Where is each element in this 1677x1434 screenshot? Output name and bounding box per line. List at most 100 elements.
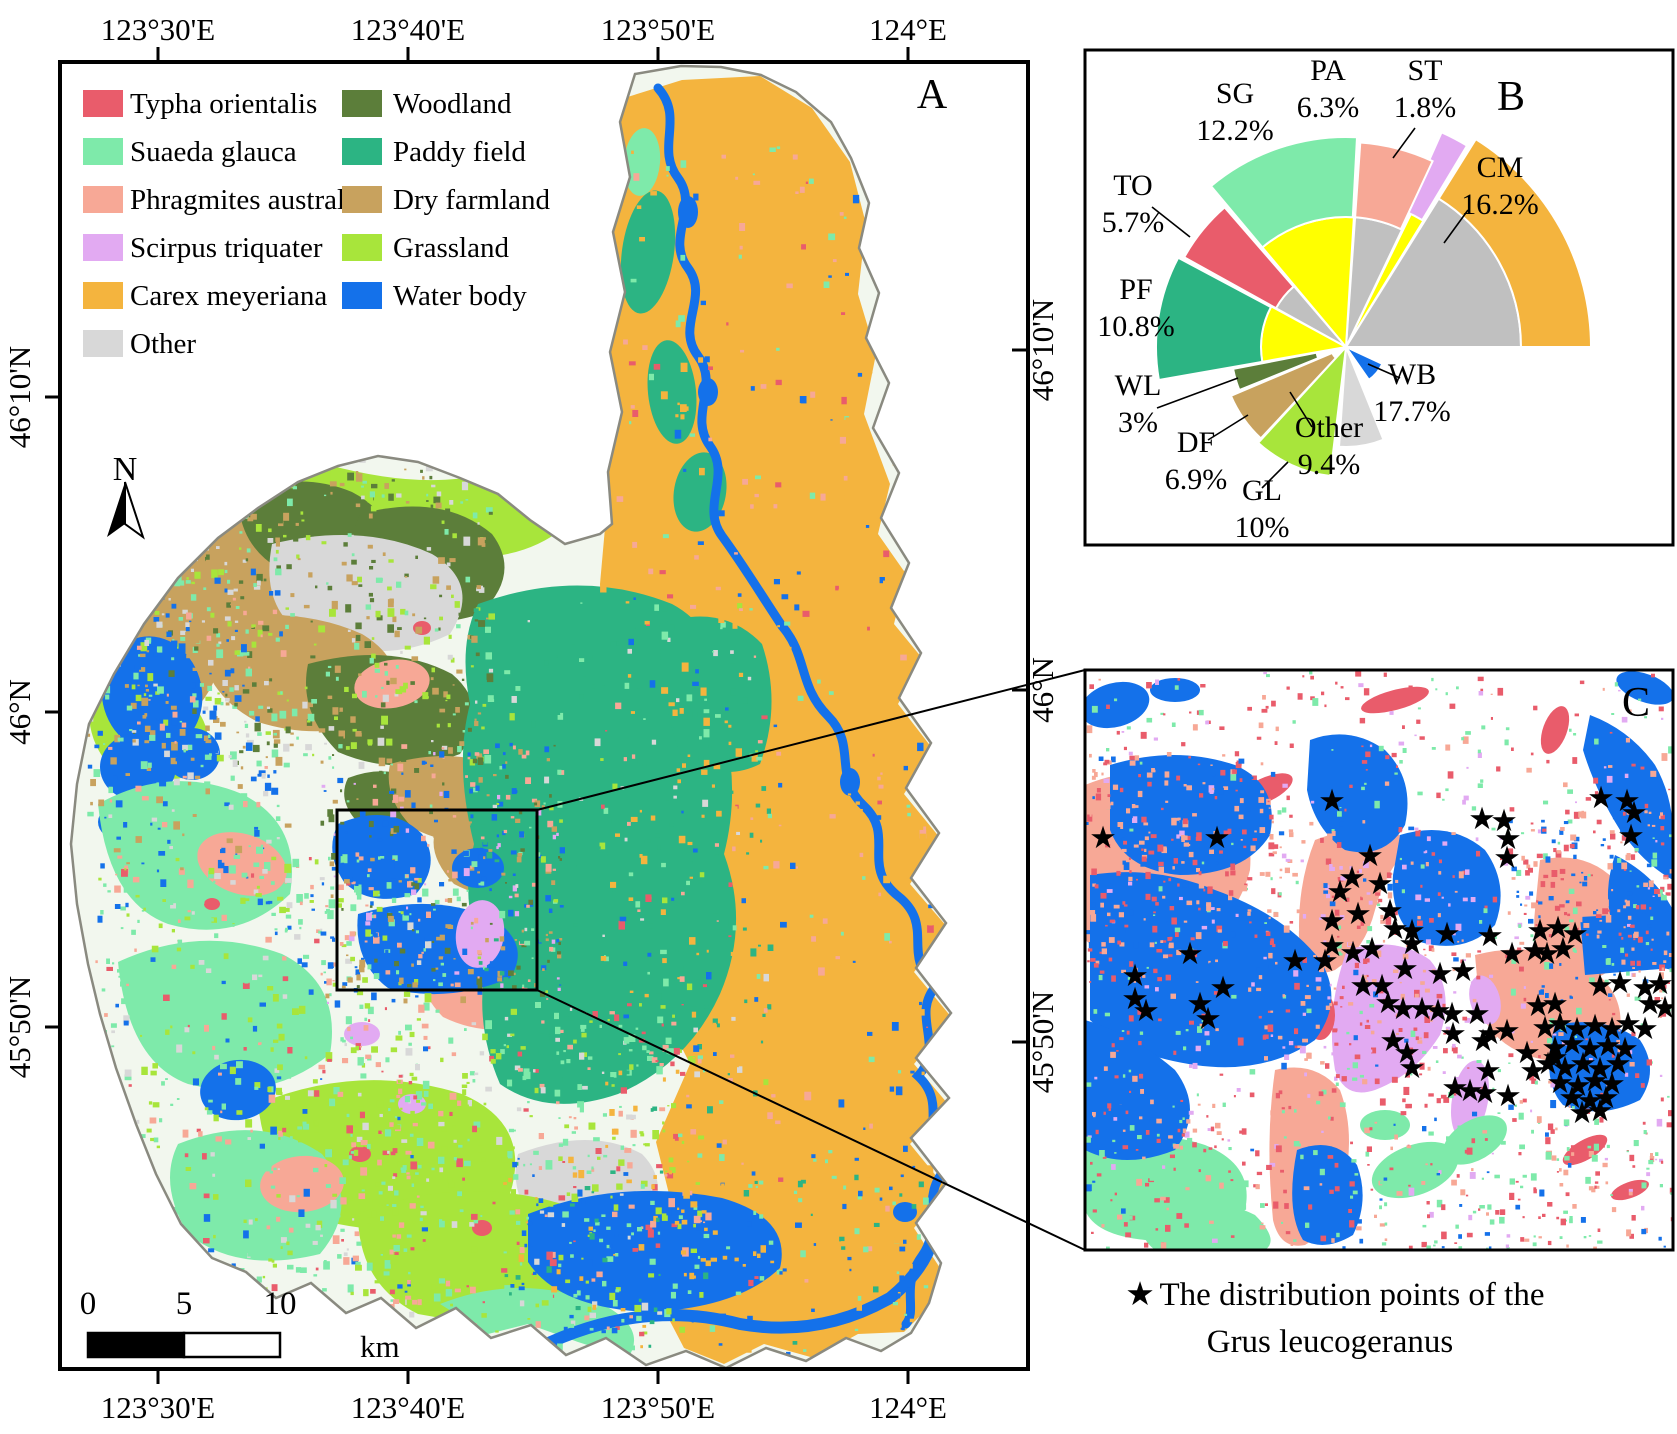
- map-a-speckle: [439, 1168, 443, 1173]
- map-a-speckle: [642, 1325, 646, 1328]
- map-a-speckle: [346, 574, 352, 581]
- map-a-speckle: [471, 922, 474, 925]
- map-a-speckle: [152, 818, 157, 822]
- map-a-speckle: [137, 1250, 143, 1255]
- map-a-speckle: [303, 1109, 308, 1114]
- map-a-speckle: [464, 964, 466, 966]
- map-c-speckle: [1360, 1011, 1363, 1014]
- map-a-speckle: [615, 1289, 619, 1292]
- map-a-speckle: [373, 1238, 377, 1241]
- map-a-speckle: [736, 505, 742, 512]
- map-a-speckle: [712, 784, 715, 787]
- map-a-speckle: [266, 840, 271, 844]
- map-c-speckle: [1117, 941, 1121, 945]
- map-a-speckle: [362, 1190, 365, 1192]
- map-c-speckle: [1257, 967, 1261, 972]
- map-a-speckle: [905, 583, 907, 585]
- map-a-speckle: [648, 499, 650, 502]
- map-a-speckle: [657, 1311, 662, 1315]
- map-a-speckle: [384, 1325, 388, 1328]
- map-a-speckle: [351, 1292, 354, 1295]
- map-a-speckle: [699, 468, 705, 475]
- map-a-speckle: [246, 669, 252, 677]
- map-a-speckle: [254, 830, 259, 837]
- map-c-speckle: [1155, 902, 1159, 906]
- map-a-speckle: [485, 1013, 487, 1015]
- map-c-speckle: [1365, 752, 1370, 758]
- map-a-speckle: [580, 602, 582, 603]
- map-c-speckle: [1091, 952, 1096, 957]
- map-a-speckle: [201, 919, 208, 925]
- map-a-speckle: [271, 881, 275, 885]
- map-c-speckle: [1473, 1211, 1476, 1214]
- map-c-speckle: [1203, 889, 1205, 892]
- map-c-speckle: [1418, 707, 1421, 709]
- map-c-speckle: [1651, 674, 1655, 678]
- map-a-speckle: [448, 443, 451, 447]
- map-a-speckle: [493, 1202, 496, 1205]
- map-a-speckle: [859, 1032, 866, 1038]
- map-c-speckle: [1115, 1075, 1119, 1078]
- map-c-speckle: [1349, 785, 1352, 788]
- map-a-speckle: [365, 905, 368, 907]
- map-a-speckle: [817, 995, 822, 1001]
- map-a-speckle: [884, 976, 889, 980]
- map-a-speckle: [489, 669, 493, 673]
- map-a-speckle: [418, 1299, 422, 1305]
- map-a-speckle: [662, 898, 667, 904]
- map-a-speckle: [919, 1287, 922, 1291]
- map-a-speckle: [619, 1071, 623, 1076]
- map-a-speckle: [403, 683, 408, 689]
- map-a-speckle: [469, 789, 473, 794]
- map-a-speckle: [794, 604, 799, 610]
- map-a-speckle: [539, 1198, 544, 1203]
- map-c-speckle: [1178, 678, 1181, 681]
- map-c-speckle: [1571, 1145, 1575, 1148]
- map-a-speckle: [344, 1252, 348, 1256]
- map-c-speckle: [1518, 924, 1521, 928]
- map-c-speckle: [1156, 949, 1162, 953]
- map-a-speckle: [365, 1003, 370, 1008]
- map-c-speckle: [1478, 1208, 1480, 1210]
- map-a-speckle: [262, 1250, 268, 1257]
- rose-label-pct-TO: 5.7%: [1102, 206, 1165, 239]
- map-a-speckle: [766, 194, 772, 199]
- map-a-speckle: [271, 895, 275, 898]
- map-c-speckle: [1271, 877, 1273, 880]
- map-c-speckle: [1270, 834, 1274, 840]
- map-a-speckle: [744, 1000, 747, 1004]
- map-c-speckle: [1282, 807, 1286, 812]
- map-c-speckle: [1630, 871, 1632, 872]
- map-c-speckle: [1417, 792, 1422, 796]
- map-a-speckle: [615, 1234, 619, 1238]
- map-a-speckle: [844, 495, 850, 500]
- legend-label-carex-meyeriana: Carex meyeriana: [130, 280, 327, 312]
- map-a-speckle: [824, 282, 830, 289]
- map-a-speckle: [277, 837, 280, 839]
- map-a-speckle: [470, 1071, 475, 1075]
- map-a-speckle: [299, 927, 301, 929]
- map-a-speckle: [736, 748, 742, 757]
- map-a-speckle: [156, 570, 161, 576]
- map-a-speckle: [848, 1342, 853, 1349]
- map-a-speckle: [733, 925, 737, 930]
- map-c-speckle: [1506, 1245, 1509, 1248]
- map-a-speckle: [194, 572, 200, 579]
- map-a-speckle: [504, 1285, 511, 1292]
- map-a-speckle: [98, 731, 103, 736]
- map-a-speckle: [221, 702, 224, 705]
- map-c-speckle: [1147, 773, 1153, 778]
- map-c-speckle: [1140, 762, 1143, 765]
- map-a-speckle: [647, 839, 651, 842]
- map-a-speckle: [500, 983, 503, 988]
- map-a-speckle: [241, 991, 246, 994]
- map-a-speckle: [433, 979, 435, 981]
- map-c-speckle: [1461, 737, 1464, 740]
- map-c-speckle: [1546, 1152, 1552, 1160]
- map-a-speckle: [551, 880, 555, 885]
- map-a-speckle: [527, 1101, 530, 1103]
- map-c-speckle: [1476, 851, 1480, 857]
- map-c-speckle: [1217, 908, 1221, 911]
- map-a-speckle: [607, 1327, 610, 1330]
- map-a-speckle: [328, 857, 331, 861]
